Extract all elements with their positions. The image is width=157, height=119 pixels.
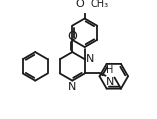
Text: CH₃: CH₃ (91, 0, 109, 9)
Text: O: O (75, 0, 84, 9)
Text: N: N (86, 54, 94, 64)
Text: N: N (68, 82, 76, 92)
Text: O: O (67, 30, 77, 43)
Text: N: N (106, 77, 114, 87)
Text: H: H (106, 65, 114, 75)
